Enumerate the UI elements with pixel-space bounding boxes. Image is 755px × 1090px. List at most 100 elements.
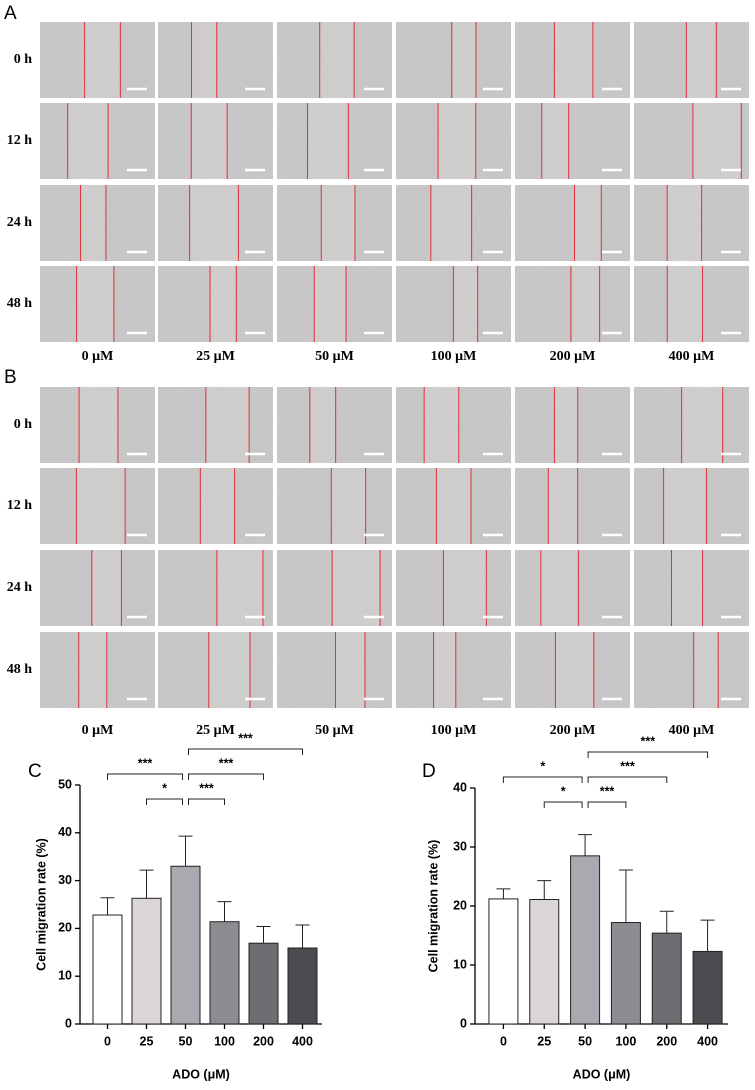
significance-bracket [502, 776, 583, 783]
significance-label: *** [219, 756, 234, 770]
wound-gap [436, 468, 471, 544]
wound-gap [686, 22, 717, 98]
column-label: 50 μM [315, 723, 354, 738]
bar [287, 947, 318, 1025]
panel-label: D [422, 761, 436, 782]
row-label: 24 h [7, 580, 33, 595]
bar [651, 932, 682, 1025]
error-bar [178, 835, 193, 867]
row-label: 24 h [7, 215, 33, 230]
wound-gap [574, 185, 602, 261]
y-tick-label: 40 [453, 780, 467, 794]
wound-gap [693, 632, 719, 708]
wound-gap [554, 387, 578, 463]
significance-label: * [561, 784, 566, 798]
wound-gap [424, 387, 459, 463]
wound-gap [331, 468, 366, 544]
wound-gap [91, 550, 122, 626]
bar [209, 921, 240, 1025]
panel-label: B [4, 367, 17, 388]
row-label: 0 h [14, 417, 33, 432]
x-tick-label: 50 [179, 1034, 193, 1048]
bar [529, 899, 560, 1025]
error-bar [496, 888, 511, 899]
wound-gap [438, 103, 476, 179]
bar [131, 897, 162, 1025]
wound-gap [208, 632, 251, 708]
wound-gap [451, 22, 476, 98]
wound-gap [554, 22, 593, 98]
wound-gap [663, 468, 707, 544]
wound-gap [671, 550, 703, 626]
y-tick-label: 20 [453, 898, 467, 912]
y-axis-label: Cell migration rate (%) [426, 840, 440, 973]
wound-gap [548, 468, 578, 544]
significance-label: * [162, 781, 167, 795]
significance-bracket [543, 801, 583, 808]
wound-gap [667, 185, 702, 261]
y-tick-label: 0 [65, 1016, 72, 1030]
row-label: 48 h [7, 296, 33, 311]
y-tick-label: 30 [453, 839, 467, 853]
wound-gap [84, 22, 121, 98]
column-label: 100 μM [431, 349, 477, 364]
significance-label: *** [199, 781, 214, 795]
error-bar [295, 924, 310, 948]
wound-gap [692, 103, 742, 179]
significance-bracket [587, 776, 668, 783]
y-tick-label: 20 [58, 921, 72, 935]
significance-label: *** [238, 731, 253, 745]
x-tick-label: 400 [697, 1034, 718, 1048]
micrograph [515, 185, 630, 261]
column-label: 400 μM [669, 349, 715, 364]
panel-label: A [4, 3, 17, 24]
column-label: 25 μM [196, 723, 235, 738]
error-bar [618, 869, 633, 923]
wound-gap [321, 185, 355, 261]
wound-gap [307, 103, 349, 179]
wound-gap [453, 266, 478, 342]
wound-gap [314, 266, 347, 342]
wound-gap [309, 387, 336, 463]
error-bar [700, 919, 715, 952]
significance-label: *** [641, 734, 656, 748]
wound-gap [200, 468, 235, 544]
column-label: 200 μM [550, 349, 596, 364]
x-tick-label: 50 [578, 1034, 592, 1048]
wound-gap [191, 22, 217, 98]
wound-gap [335, 632, 365, 708]
x-tick-label: 25 [140, 1034, 154, 1048]
significance-bracket [587, 801, 627, 808]
significance-label: *** [600, 784, 615, 798]
y-tick-label: 50 [58, 777, 72, 791]
wound-gap [205, 387, 250, 463]
significance-bracket [188, 798, 225, 805]
x-tick-label: 25 [537, 1034, 551, 1048]
significance-bracket [587, 751, 709, 758]
x-tick-label: 200 [656, 1034, 677, 1048]
y-tick-label: 0 [460, 1016, 467, 1030]
significance-label: * [540, 759, 545, 773]
row-label: 0 h [14, 52, 33, 67]
wound-gap [570, 266, 600, 342]
wound-gap [189, 185, 239, 261]
error-bar [100, 897, 115, 916]
x-tick-label: 100 [214, 1034, 235, 1048]
wound-gap [681, 387, 723, 463]
micrograph [515, 103, 630, 179]
wound-gap [78, 632, 107, 708]
x-tick-label: 100 [615, 1034, 636, 1048]
error-bar [537, 880, 552, 900]
column-label: 0 μM [82, 349, 114, 364]
x-tick-label: 400 [292, 1034, 313, 1048]
significance-label: *** [620, 759, 635, 773]
micrograph [277, 632, 392, 708]
wound-gap [443, 550, 487, 626]
panel-label: C [28, 761, 42, 782]
x-tick-label: 0 [500, 1034, 507, 1048]
column-label: 50 μM [315, 349, 354, 364]
column-label: 25 μM [196, 349, 235, 364]
bar [248, 942, 279, 1025]
y-tick-label: 10 [453, 957, 467, 971]
